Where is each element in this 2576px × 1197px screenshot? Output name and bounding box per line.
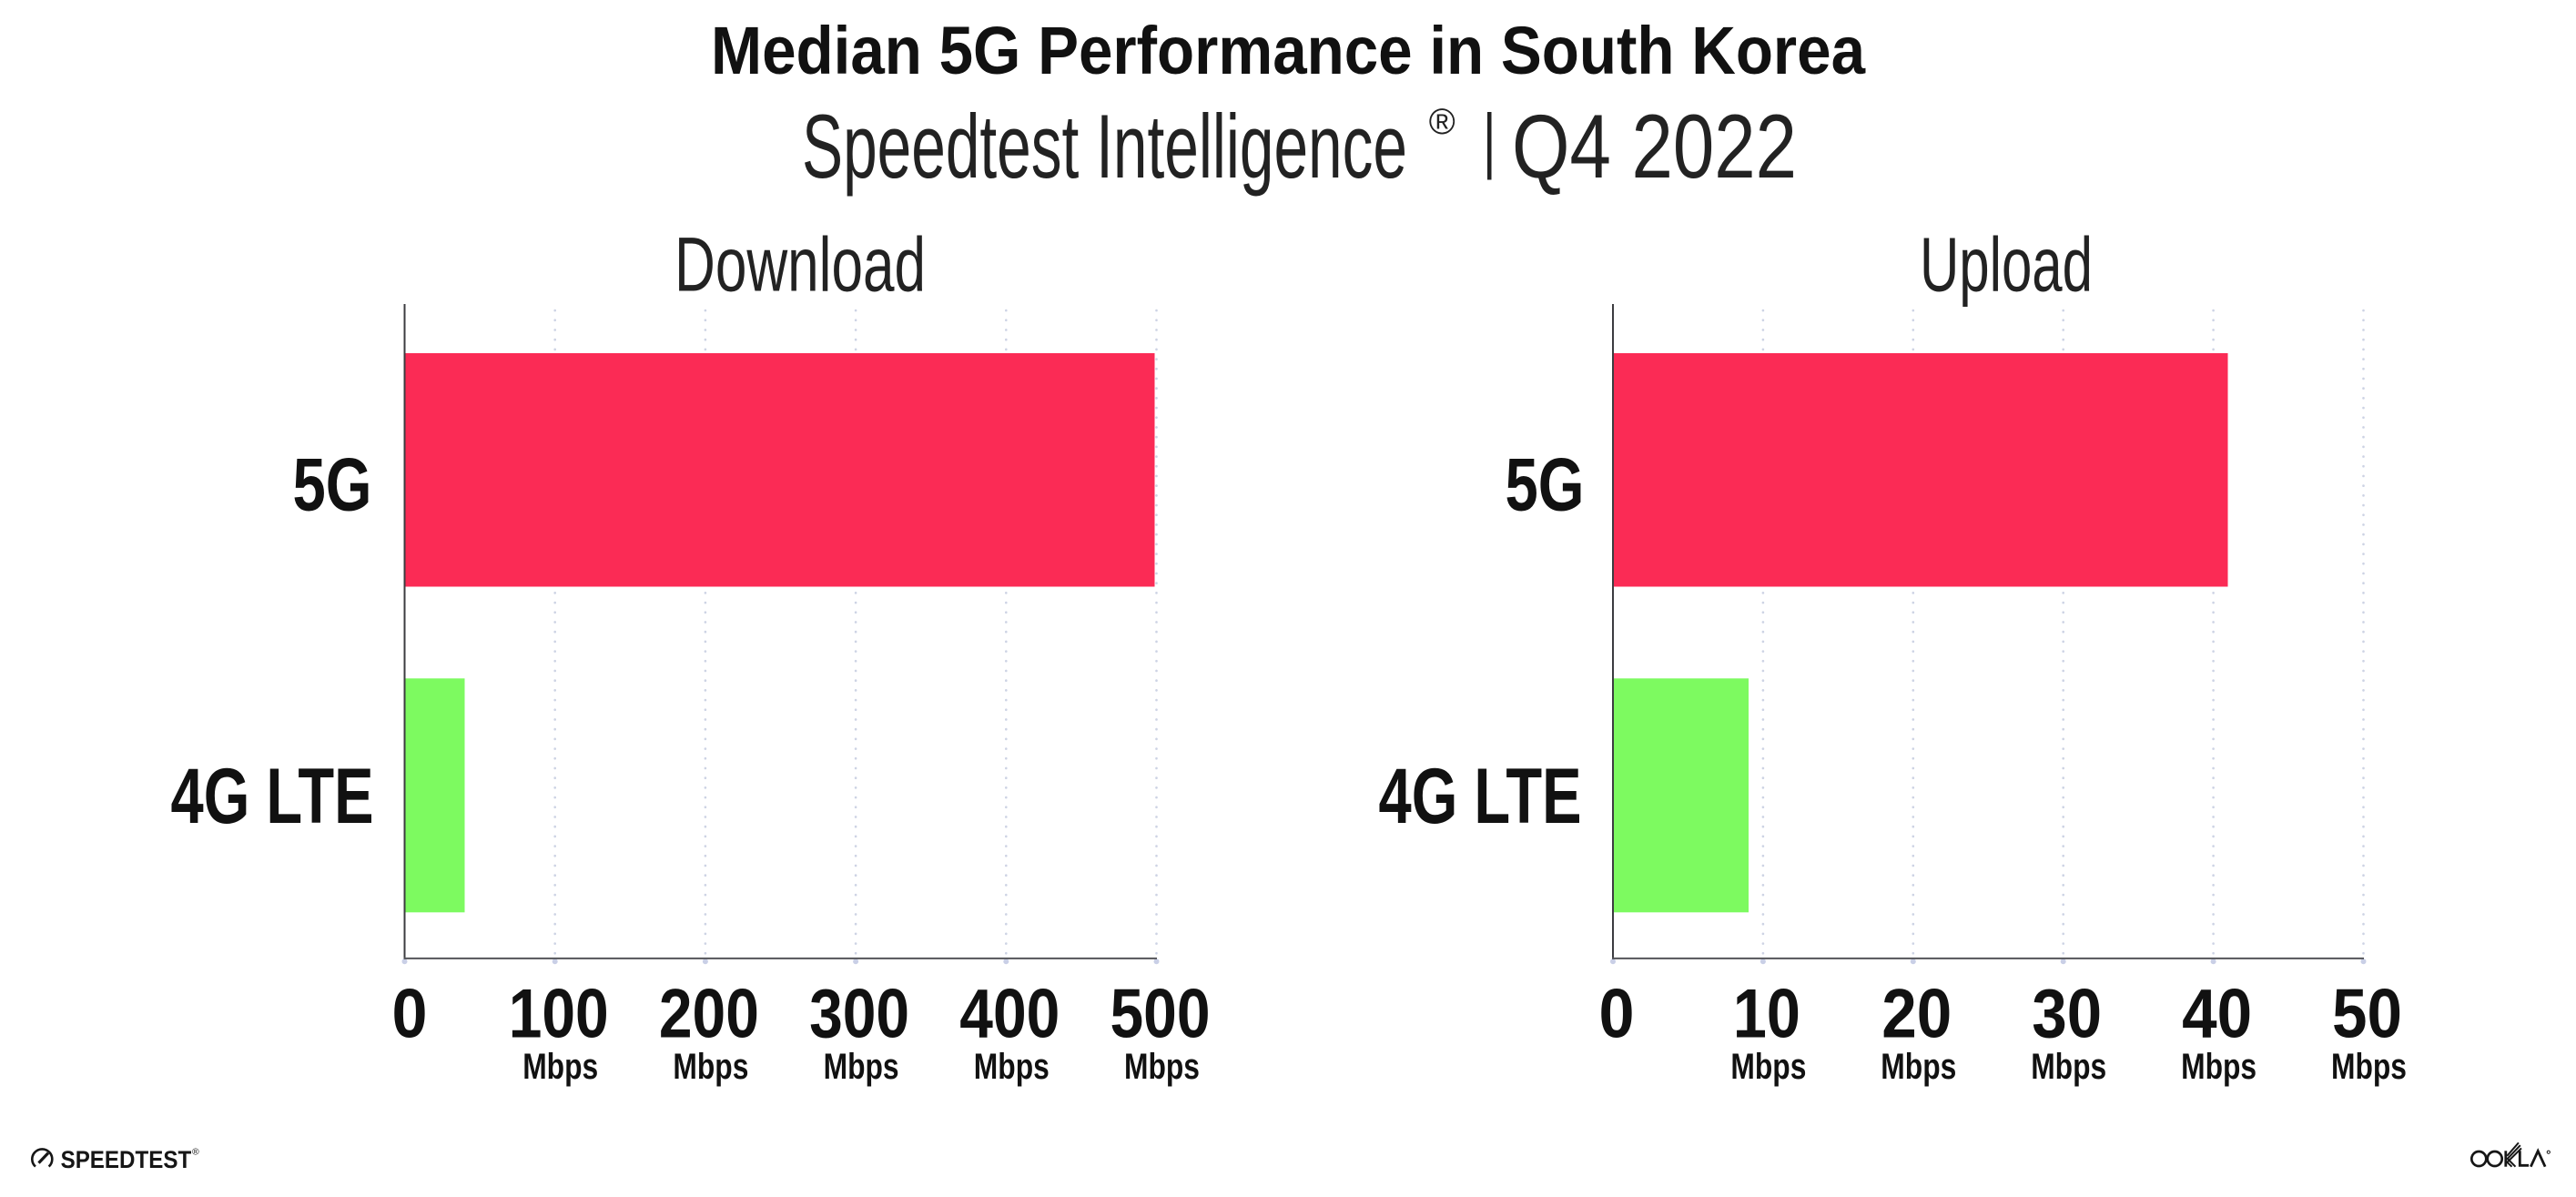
svg-text:Mbps: Mbps bbox=[1881, 1047, 1956, 1087]
svg-text:10: 10 bbox=[1733, 976, 1800, 1053]
svg-text:50: 50 bbox=[2332, 976, 2402, 1053]
svg-text:0: 0 bbox=[1599, 976, 1635, 1053]
svg-text:300: 300 bbox=[809, 976, 909, 1053]
svg-text:0: 0 bbox=[392, 976, 428, 1053]
svg-text:40: 40 bbox=[2182, 976, 2252, 1053]
svg-text:30: 30 bbox=[2032, 976, 2102, 1053]
svg-text:Mbps: Mbps bbox=[2331, 1047, 2407, 1087]
svg-text:Mbps: Mbps bbox=[974, 1047, 1050, 1087]
svg-text:100: 100 bbox=[509, 976, 609, 1053]
svg-text:Speedtest Intelligence: Speedtest Intelligence bbox=[802, 96, 1407, 197]
svg-text:®: ® bbox=[1429, 102, 1455, 142]
svg-text:Mbps: Mbps bbox=[1124, 1047, 1200, 1087]
svg-text:5G: 5G bbox=[293, 442, 372, 527]
svg-text:SPEEDTEST: SPEEDTEST bbox=[61, 1145, 192, 1173]
svg-text:Download: Download bbox=[674, 222, 926, 308]
svg-text:Mbps: Mbps bbox=[2181, 1047, 2257, 1087]
svg-text:4G LTE: 4G LTE bbox=[171, 753, 374, 840]
svg-text:Mbps: Mbps bbox=[522, 1047, 598, 1087]
svg-text:®: ® bbox=[192, 1147, 199, 1158]
svg-text:Median 5G Performance in South: Median 5G Performance in South Korea bbox=[711, 13, 1866, 88]
svg-text:400: 400 bbox=[959, 976, 1060, 1053]
svg-text:Upload: Upload bbox=[1920, 222, 2093, 308]
svg-text:200: 200 bbox=[659, 976, 759, 1053]
svg-text:Mbps: Mbps bbox=[1730, 1047, 1806, 1087]
svg-text:Mbps: Mbps bbox=[673, 1047, 748, 1087]
svg-text:5G: 5G bbox=[1506, 442, 1585, 527]
svg-text:Mbps: Mbps bbox=[2031, 1047, 2106, 1087]
svg-text:Q4 2022: Q4 2022 bbox=[1512, 96, 1797, 197]
svg-text:4G LTE: 4G LTE bbox=[1379, 753, 1582, 840]
svg-text:20: 20 bbox=[1881, 976, 1952, 1053]
svg-text:Mbps: Mbps bbox=[824, 1047, 899, 1087]
svg-text:500: 500 bbox=[1111, 976, 1211, 1053]
